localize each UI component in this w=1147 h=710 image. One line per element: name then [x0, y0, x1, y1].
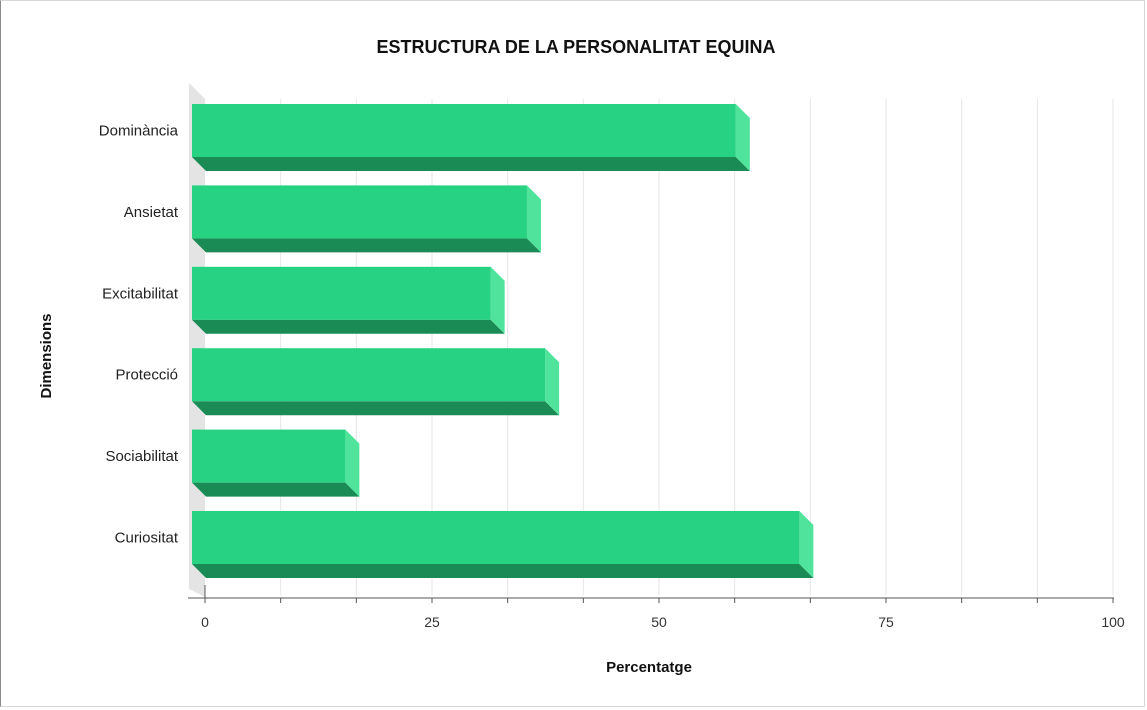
bar-bottom-face	[192, 482, 360, 497]
bar	[192, 266, 505, 334]
bar-front-face	[192, 429, 346, 483]
x-axis-ticks: 0 25 50 75 100	[201, 614, 1125, 630]
y-axis-labels: Dominància Ansietat Excitabilitat Protecció…	[99, 123, 179, 547]
bar-side-face	[490, 266, 505, 334]
y-category-label: Sociabilitat	[105, 448, 178, 465]
bar	[192, 185, 541, 253]
bar	[192, 429, 360, 497]
bar-bottom-face	[192, 401, 560, 416]
y-category-label: Curiositat	[115, 530, 179, 547]
bar	[192, 348, 560, 416]
bar-bottom-face	[192, 564, 814, 578]
bar-bottom-face	[192, 319, 505, 334]
x-axis	[188, 585, 1114, 603]
bar	[192, 104, 750, 171]
chart-title: ESTRUCTURA DE LA PERSONALITAT EQUINA	[377, 37, 776, 57]
y-category-label: Excitabilitat	[102, 285, 179, 302]
bar-front-face	[192, 511, 800, 564]
bar-front-face	[192, 266, 491, 320]
bar-side-face	[545, 348, 560, 416]
x-tick-label: 0	[201, 614, 209, 630]
bar-side-face	[526, 185, 541, 253]
bar-front-face	[192, 185, 527, 239]
x-tick-label: 50	[651, 614, 667, 630]
bars	[192, 104, 814, 578]
y-axis-title: Dimensions	[38, 313, 55, 398]
bar-front-face	[192, 104, 736, 157]
bar-front-face	[192, 348, 546, 402]
y-category-label: Protecció	[115, 367, 178, 384]
bar-side-face	[345, 429, 360, 497]
x-tick-label: 75	[878, 614, 894, 630]
bar-side-face	[799, 511, 814, 578]
y-category-label: Dominància	[99, 123, 179, 140]
bar-bottom-face	[192, 157, 750, 171]
bar	[192, 511, 814, 578]
x-tick-label: 25	[424, 614, 440, 630]
bar-side-face	[735, 104, 750, 171]
y-category-label: Ansietat	[124, 204, 179, 221]
x-axis-title: Percentatge	[606, 659, 692, 676]
bar-bottom-face	[192, 238, 541, 253]
x-tick-label: 100	[1101, 614, 1125, 630]
